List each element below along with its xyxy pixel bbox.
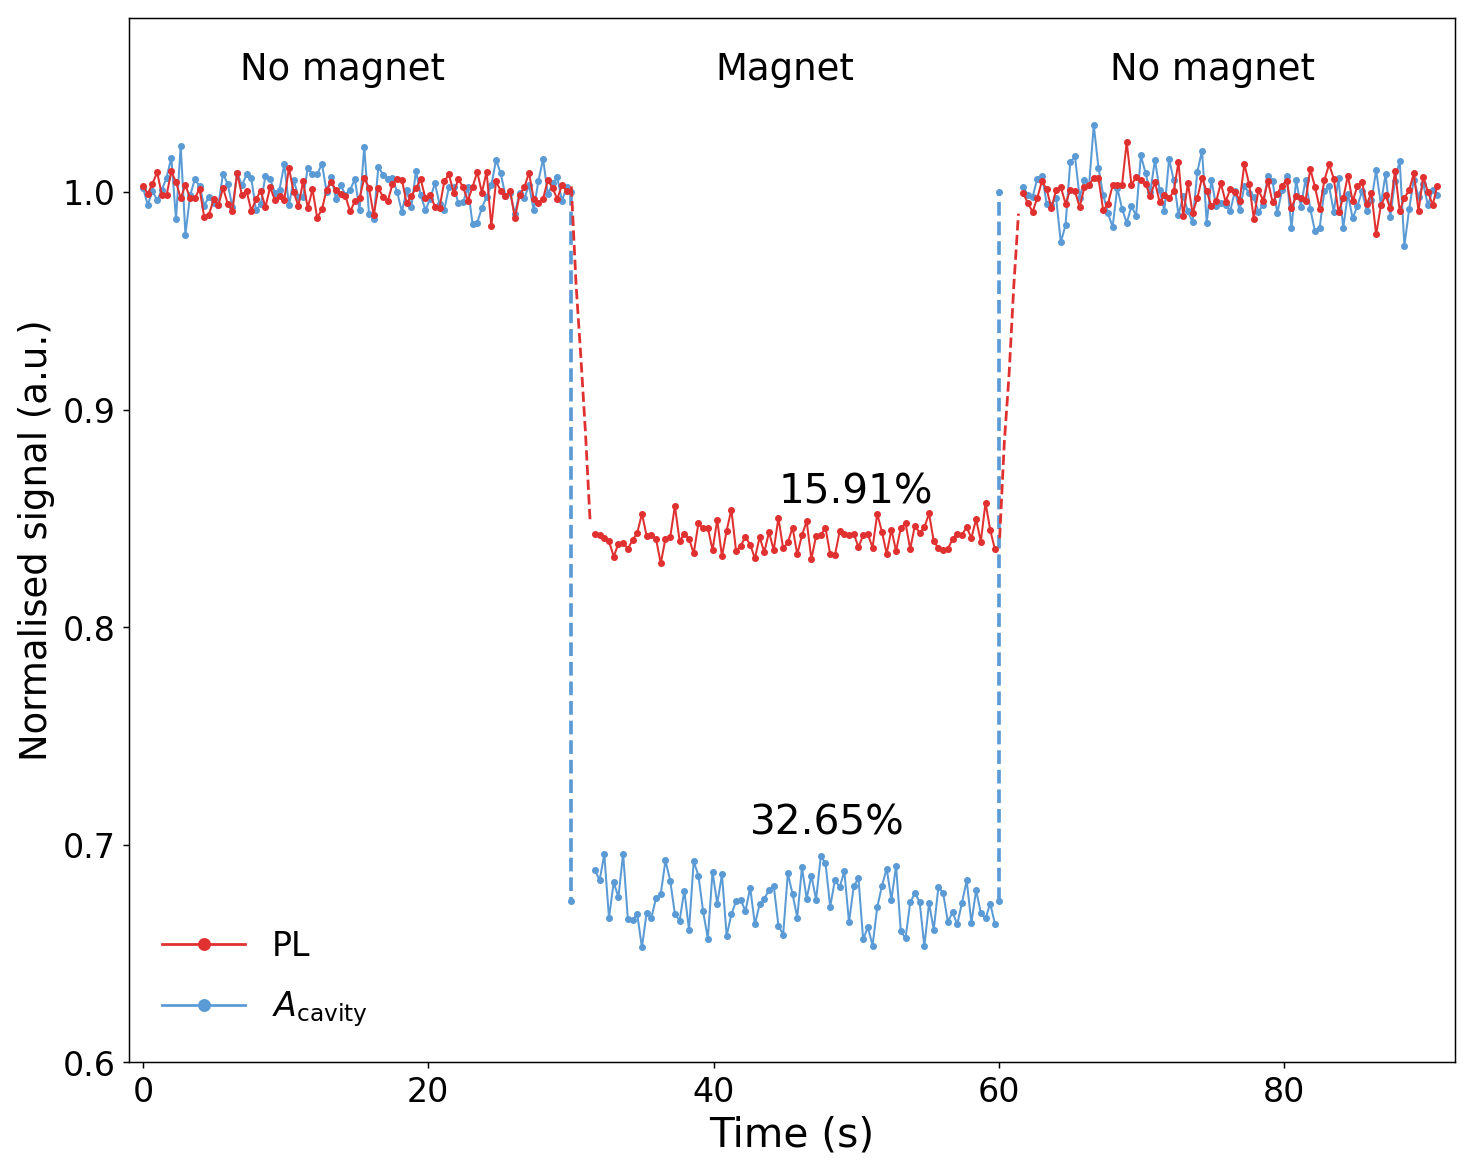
Text: Magnet: Magnet bbox=[714, 50, 854, 88]
Text: 32.65%: 32.65% bbox=[750, 803, 904, 843]
Legend: PL, $A_\mathrm{cavity}$: PL, $A_\mathrm{cavity}$ bbox=[146, 913, 384, 1046]
Text: No magnet: No magnet bbox=[240, 50, 445, 88]
Text: No magnet: No magnet bbox=[1109, 50, 1314, 88]
Y-axis label: Normalised signal (a.u.): Normalised signal (a.u.) bbox=[19, 319, 56, 761]
Text: 15.91%: 15.91% bbox=[779, 472, 932, 513]
X-axis label: Time (s): Time (s) bbox=[709, 1115, 873, 1155]
